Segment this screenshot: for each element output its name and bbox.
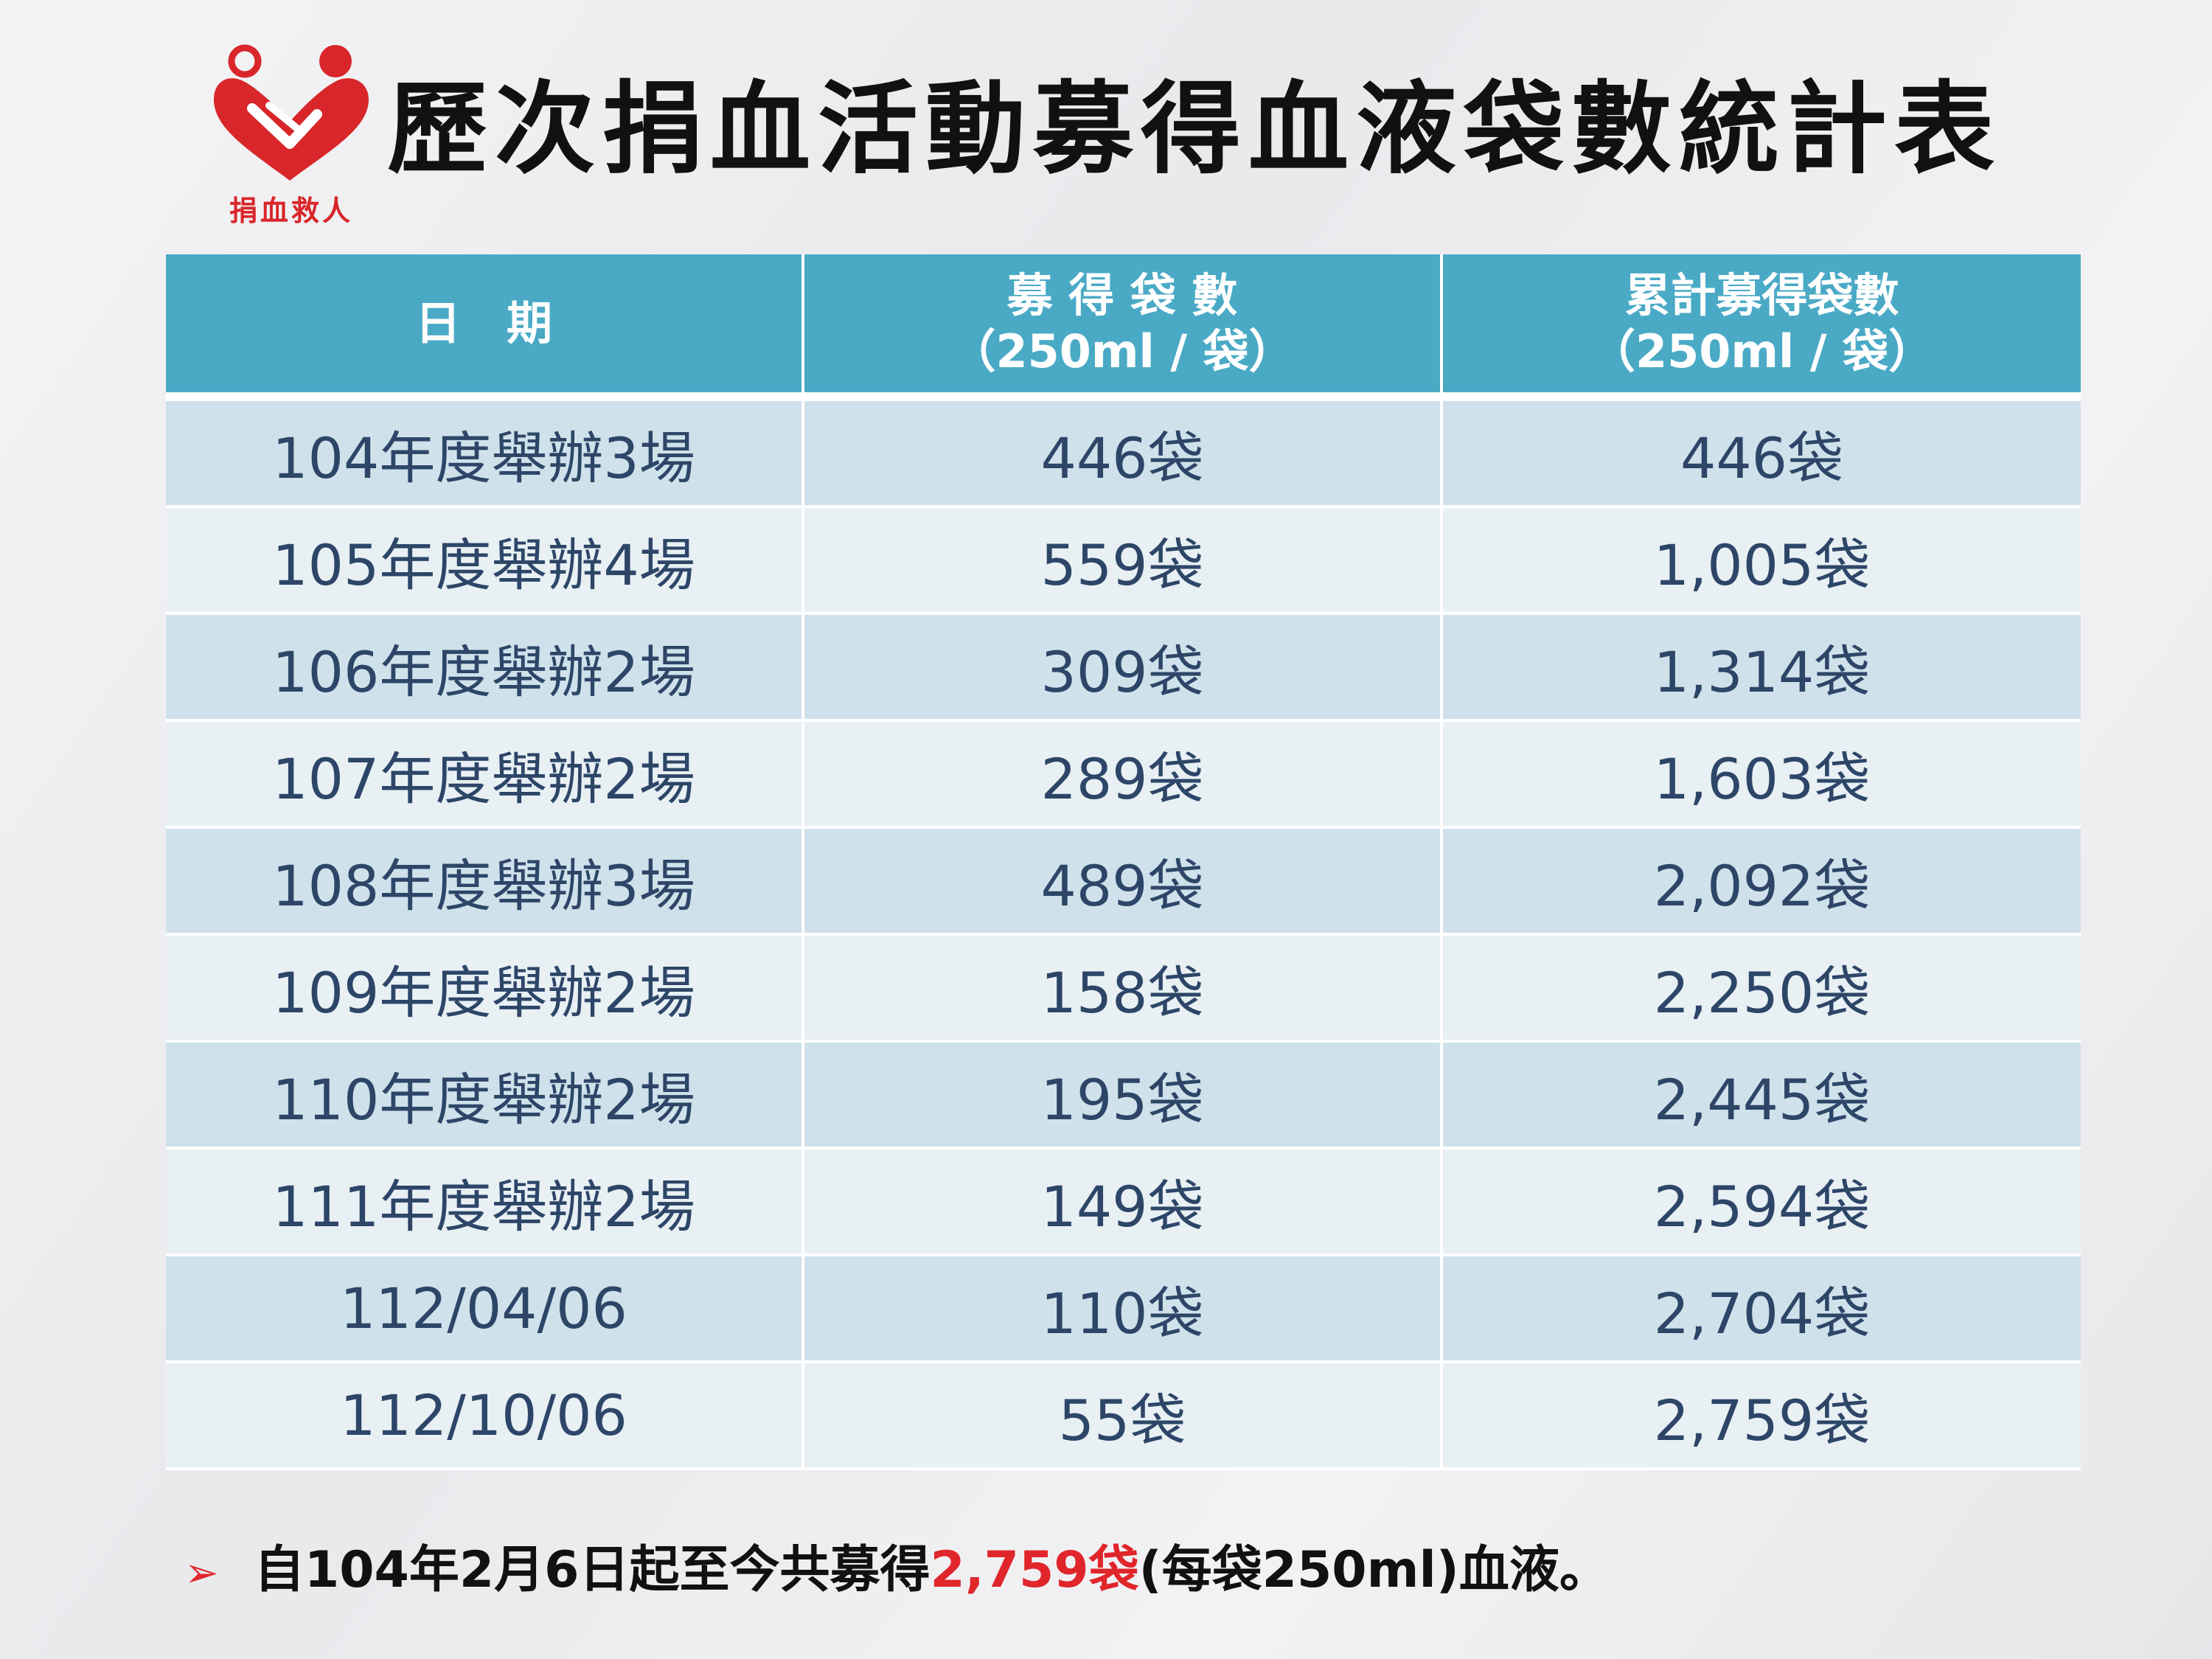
note-prefix: 自104年2月6日起至今共募得: [254, 1541, 931, 1599]
cell-date: 105年度舉辦4場: [166, 508, 804, 615]
cell-cumulative: 2,092袋: [1443, 829, 2081, 936]
table-row: 108年度舉辦3場 489袋 2,092袋: [166, 829, 2081, 936]
header-cumulative-unit: （250ml / 袋）: [1589, 324, 1935, 378]
header-cumulative-label: 累計募得袋數: [1624, 268, 1899, 322]
statistics-table: 日 期 募 得 袋 數 （250ml / 袋） 累計募得袋數 （250ml / …: [166, 254, 2081, 1470]
header-cumulative: 累計募得袋數 （250ml / 袋）: [1443, 254, 2081, 401]
table-row: 105年度舉辦4場 559袋 1,005袋: [166, 508, 2081, 615]
cell-bags: 158袋: [804, 936, 1443, 1043]
table-row: 107年度舉辦2場 289袋 1,603袋: [166, 722, 2081, 829]
cell-bags: 289袋: [804, 722, 1443, 829]
cell-date: 112/04/06: [166, 1256, 804, 1363]
logo-text: 捐血救人: [229, 194, 353, 227]
cell-bags: 489袋: [804, 829, 1443, 936]
cell-cumulative: 2,445袋: [1443, 1043, 2081, 1150]
table-row: 112/10/06 55袋 2,759袋: [166, 1363, 2081, 1470]
cell-bags: 195袋: [804, 1043, 1443, 1150]
cell-cumulative: 446袋: [1443, 401, 2081, 508]
header-bags-label: 募 得 袋 數: [1006, 268, 1238, 322]
arrow-bullet-icon: ➢: [184, 1549, 219, 1597]
cell-bags: 309袋: [804, 615, 1443, 722]
cell-date: 108年度舉辦3場: [166, 829, 804, 936]
cell-date: 109年度舉辦2場: [166, 936, 804, 1043]
note-suffix: (每袋250ml)血液。: [1138, 1541, 1610, 1599]
summary-note: ➢ 自104年2月6日起至今共募得2,759袋(每袋250ml)血液。: [184, 1537, 1610, 1607]
header-bags: 募 得 袋 數 （250ml / 袋）: [804, 254, 1443, 401]
cell-cumulative: 1,314袋: [1443, 615, 2081, 722]
header-date-label: 日 期: [414, 296, 552, 350]
cell-date: 107年度舉辦2場: [166, 722, 804, 829]
cell-cumulative: 2,704袋: [1443, 1256, 2081, 1363]
header-bags-unit: （250ml / 袋）: [950, 324, 1295, 378]
cell-cumulative: 2,250袋: [1443, 936, 2081, 1043]
cell-bags: 149袋: [804, 1150, 1443, 1256]
cell-cumulative: 1,603袋: [1443, 722, 2081, 829]
table-row: 111年度舉辦2場 149袋 2,594袋: [166, 1150, 2081, 1256]
cell-date: 104年度舉辦3場: [166, 401, 804, 508]
two-people-heart-icon: [214, 44, 369, 181]
logo: 捐血救人: [206, 41, 376, 227]
cell-bags: 110袋: [804, 1256, 1443, 1363]
cell-date: 111年度舉辦2場: [166, 1150, 804, 1256]
cell-cumulative: 2,594袋: [1443, 1150, 2081, 1256]
cell-date: 110年度舉辦2場: [166, 1043, 804, 1150]
cell-bags: 55袋: [804, 1363, 1443, 1470]
cell-bags: 446袋: [804, 401, 1443, 508]
table-row: 112/04/06 110袋 2,704袋: [166, 1256, 2081, 1363]
table-header-row: 日 期 募 得 袋 數 （250ml / 袋） 累計募得袋數 （250ml / …: [166, 254, 2081, 401]
page-title: 歷次捐血活動募得血液袋數統計表: [387, 70, 2002, 188]
cell-bags: 559袋: [804, 508, 1443, 615]
table-row: 104年度舉辦3場 446袋 446袋: [166, 401, 2081, 508]
header-date: 日 期: [166, 254, 804, 401]
cell-cumulative: 2,759袋: [1443, 1363, 2081, 1470]
cell-date: 112/10/06: [166, 1363, 804, 1470]
table-row: 110年度舉辦2場 195袋 2,445袋: [166, 1043, 2081, 1150]
note-total: 2,759袋: [930, 1541, 1139, 1599]
table-row: 109年度舉辦2場 158袋 2,250袋: [166, 936, 2081, 1043]
cell-date: 106年度舉辦2場: [166, 615, 804, 722]
table-row: 106年度舉辦2場 309袋 1,314袋: [166, 615, 2081, 722]
cell-cumulative: 1,005袋: [1443, 508, 2081, 615]
